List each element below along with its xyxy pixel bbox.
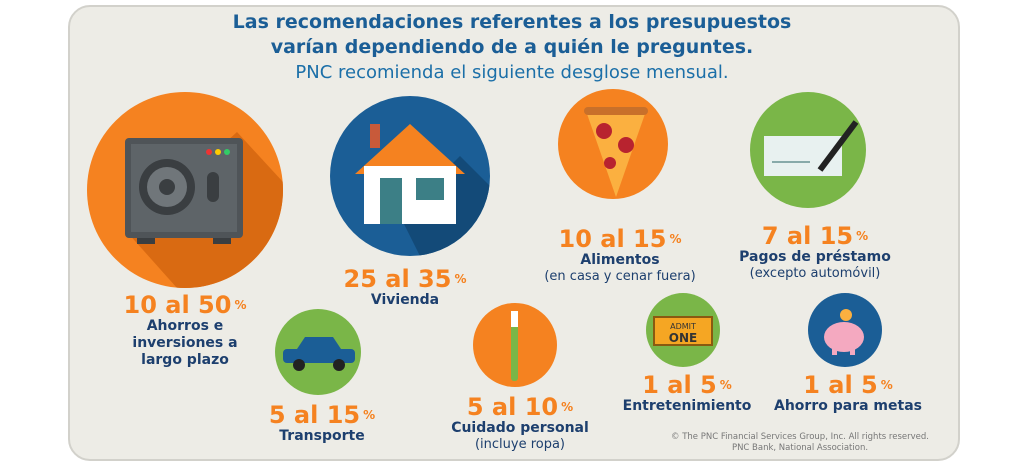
unit: %: [561, 400, 574, 414]
safe-icon: [87, 92, 283, 288]
range: 1 al 5: [803, 371, 878, 399]
range: 1 al 5: [642, 371, 717, 399]
unit: %: [234, 298, 247, 312]
category-housing: 25 al 35% Vivienda: [344, 266, 467, 309]
toothbrush-icon: [473, 303, 557, 387]
subtitle: PNC recomienda el siguiente desglose men…: [295, 62, 729, 83]
name: Entretenimiento: [622, 398, 752, 414]
category-entertainment: 1 al 5% Entretenimiento: [623, 372, 752, 415]
name: inversiones a: [132, 335, 238, 351]
category-goal-savings: 1 al 5% Ahorro para metas: [774, 372, 922, 415]
name: Ahorro para metas: [774, 398, 922, 414]
name: Ahorros e: [146, 318, 224, 334]
copyright: © The PNC Financial Services Group, Inc.…: [650, 432, 950, 454]
house-icon: [330, 96, 490, 256]
name: Transporte: [279, 428, 365, 444]
title-line2: varían dependiendo de a quién le pregunt…: [270, 36, 754, 58]
copyright-line2: PNC Bank, National Association.: [731, 443, 869, 453]
ticket-icon: ADMIT ONE: [646, 293, 720, 367]
name: largo plazo: [141, 352, 229, 368]
range: 25 al 35: [343, 265, 452, 293]
range: 7 al 15: [761, 222, 854, 250]
name: Pagos de préstamo: [739, 249, 891, 265]
pizza-icon: [558, 89, 668, 199]
unit: %: [719, 378, 732, 392]
unit: %: [669, 232, 682, 246]
range: 10 al 50: [123, 291, 232, 319]
name: Vivienda: [370, 292, 440, 308]
note: (excepto automóvil): [749, 266, 881, 281]
unit: %: [454, 272, 467, 286]
title-line1: Las recomendaciones referentes a los pre…: [232, 11, 792, 33]
name: Alimentos: [580, 252, 660, 268]
note: (incluye ropa): [474, 437, 566, 452]
category-transport: 5 al 15% Transporte: [269, 402, 375, 445]
car-icon: [275, 309, 361, 395]
ticket-text-2: ONE: [669, 331, 697, 345]
unit: %: [856, 229, 869, 243]
category-personal-care: 5 al 10% Cuidado personal (incluye ropa): [451, 394, 589, 452]
note: (en casa y cenar fuera): [544, 269, 696, 284]
name: Cuidado personal: [451, 420, 589, 436]
category-savings: 10 al 50% Ahorros e inversiones a largo …: [124, 292, 247, 369]
category-loans: 7 al 15% Pagos de préstamo (excepto auto…: [739, 223, 891, 281]
range: 5 al 15: [268, 401, 361, 429]
unit: %: [363, 408, 376, 422]
range: 5 al 10: [466, 393, 559, 421]
category-food: 10 al 15% Alimentos (en casa y cenar fue…: [544, 226, 695, 284]
unit: %: [880, 378, 893, 392]
range: 10 al 15: [558, 225, 667, 253]
ticket-text-1: ADMIT: [670, 322, 696, 331]
piggy-bank-icon: [808, 293, 882, 367]
copyright-line1: © The PNC Financial Services Group, Inc.…: [671, 432, 929, 442]
check-icon: [750, 92, 866, 208]
